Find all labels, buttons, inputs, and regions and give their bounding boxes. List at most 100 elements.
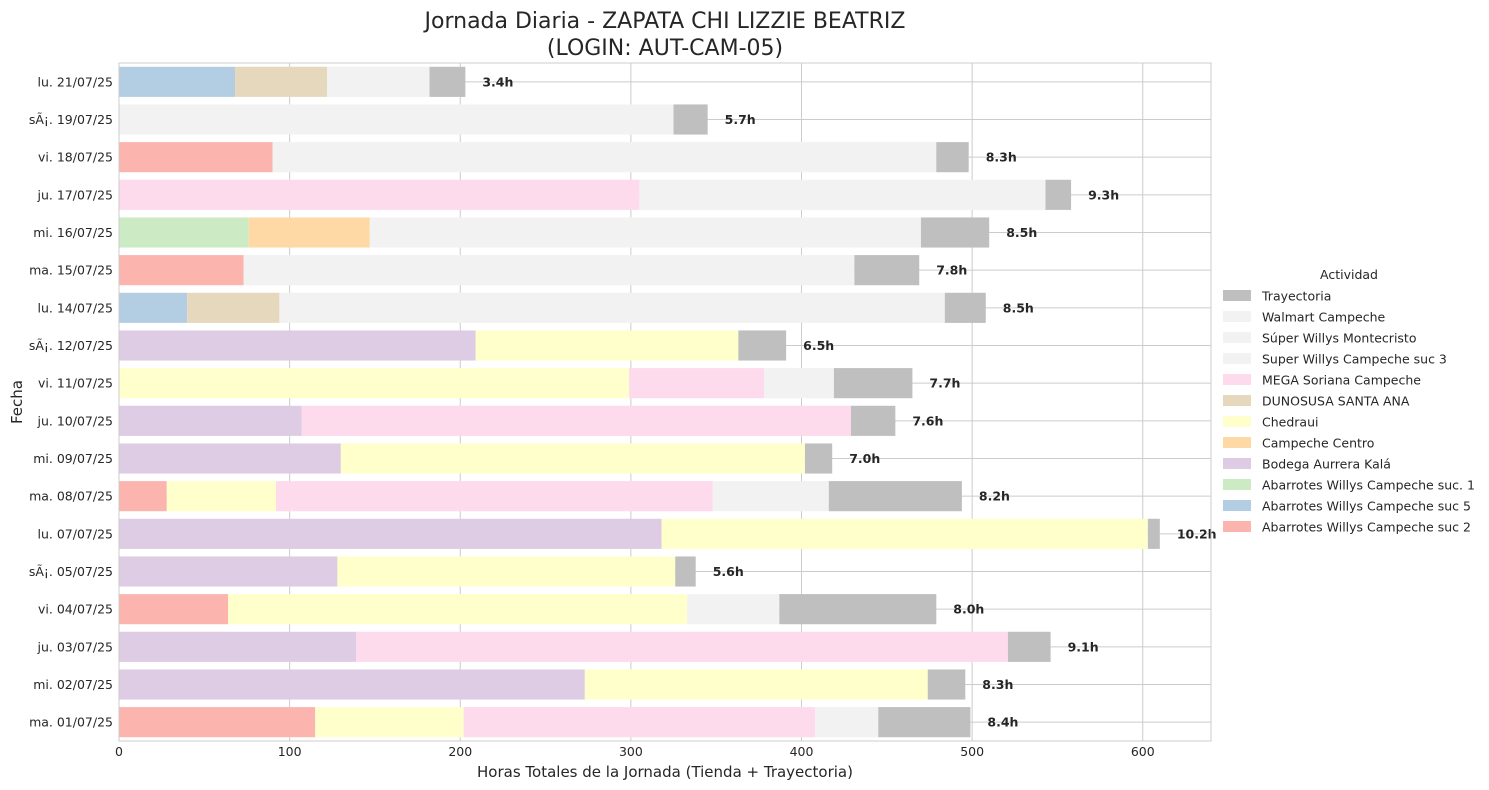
bar-segment	[119, 142, 273, 173]
total-label: 8.2h	[979, 489, 1010, 504]
total-label: 8.3h	[982, 677, 1013, 692]
legend-label: Bodega Aurrera Kalá	[1262, 457, 1391, 472]
total-label: 5.6h	[713, 564, 744, 579]
legend-label: MEGA Soriana Campeche	[1262, 373, 1421, 388]
x-axis-title: Horas Totales de la Jornada (Tienda + Tr…	[477, 763, 853, 781]
bar-segment	[878, 707, 971, 738]
total-label: 3.4h	[482, 74, 513, 89]
legend-label: DUNOSUSA SANTA ANA	[1262, 394, 1410, 409]
bar-segment	[187, 292, 280, 323]
legend-label: Abarrotes Willys Campeche suc 5	[1262, 499, 1471, 514]
x-tick-label: 100	[278, 744, 302, 759]
bar-segment	[315, 707, 464, 738]
y-tick-label: lu. 07/07/25	[38, 526, 113, 541]
total-label: 7.7h	[929, 376, 960, 391]
bar-segment	[327, 66, 430, 97]
legend-swatch	[1223, 395, 1251, 406]
total-label: 8.5h	[1003, 300, 1034, 315]
bar-segment	[119, 631, 357, 662]
chart-title: Jornada Diaria - ZAPATA CHI LIZZIE BEATR…	[423, 9, 906, 34]
y-tick-label: ju. 03/07/25	[37, 639, 113, 654]
x-tick-labels: 0 100 200 300 400 500 600	[115, 744, 1155, 759]
legend-swatch	[1223, 311, 1251, 322]
bar-segment	[920, 217, 990, 248]
total-label: 5.7h	[725, 112, 756, 127]
legend-swatch	[1223, 437, 1251, 448]
bar-segment	[272, 142, 937, 173]
legend-label: Abarrotes Willys Campeche suc 2	[1262, 520, 1471, 535]
legend-swatch	[1223, 332, 1251, 343]
bar-segment	[119, 66, 236, 97]
bar-segment	[119, 481, 167, 512]
bar-segment	[119, 292, 188, 323]
bar-segment	[119, 104, 674, 135]
bar-segment	[475, 330, 739, 361]
x-tick-label: 600	[1131, 744, 1155, 759]
legend-label: Super Willys Campeche suc 3	[1262, 352, 1447, 367]
y-tick-label: vi. 04/07/25	[38, 602, 113, 617]
bar-segment	[119, 669, 585, 700]
chart-subtitle: (LOGIN: AUT-CAM-05)	[547, 36, 783, 61]
bar-segment	[675, 556, 696, 587]
bar-segment	[243, 255, 855, 286]
y-tick-label: ma. 08/07/25	[29, 489, 113, 504]
bar-segment	[804, 443, 833, 474]
total-label: 7.0h	[849, 451, 880, 466]
bar-segment	[119, 330, 476, 361]
bar-segment	[119, 594, 229, 625]
bar-segment	[927, 669, 966, 700]
bar-segment	[119, 255, 244, 286]
bar-segment	[815, 707, 879, 738]
legend-swatch	[1223, 500, 1251, 511]
total-label: 9.1h	[1068, 639, 1099, 654]
y-tick-label: lu. 21/07/25	[38, 74, 113, 89]
total-label: 6.5h	[803, 338, 834, 353]
bar-segment	[1045, 179, 1072, 210]
bar-segment	[584, 669, 928, 700]
legend-swatch	[1223, 353, 1251, 364]
y-tick-label: sÃ¡. 05/07/25	[29, 564, 113, 579]
bar-segment	[337, 556, 676, 587]
bar-segment	[828, 481, 962, 512]
plot-frame	[118, 62, 1212, 742]
bar-segment	[235, 66, 328, 97]
bar-segment	[687, 594, 780, 625]
y-tick-label: ma. 15/07/25	[29, 263, 113, 278]
bar-segment	[166, 481, 276, 512]
bar-segment	[629, 368, 764, 399]
total-label: 7.6h	[912, 413, 943, 428]
bar-segment	[673, 104, 708, 135]
bar-segment	[779, 594, 937, 625]
bar-segment	[833, 368, 913, 399]
legend-label: Chedraui	[1262, 415, 1318, 430]
x-tick-label: 300	[619, 744, 643, 759]
bar-segment	[1007, 631, 1051, 662]
bar-segment	[738, 330, 787, 361]
total-label: 10.2h	[1177, 526, 1217, 541]
legend-swatch	[1223, 521, 1251, 532]
legend-swatch	[1223, 479, 1251, 490]
y-tick-label: ju. 10/07/25	[37, 413, 113, 428]
bar-segment	[850, 405, 896, 436]
legend-swatch	[1223, 458, 1251, 469]
bar-segment	[854, 255, 920, 286]
y-tick-label: sÃ¡. 12/07/25	[29, 338, 113, 353]
legend-label: Walmart Campeche	[1262, 310, 1386, 325]
legend-swatch	[1223, 374, 1251, 385]
bar-segment	[936, 142, 969, 173]
total-label: 8.5h	[1006, 225, 1037, 240]
bars	[119, 66, 1160, 738]
bar-segment	[275, 481, 713, 512]
legend-title: Actividad	[1320, 267, 1378, 282]
legend-label: Trayectoria	[1261, 289, 1331, 304]
bar-segment	[356, 631, 1008, 662]
bar-segment	[279, 292, 945, 323]
y-tick-label: sÃ¡. 19/07/25	[29, 112, 113, 127]
y-axis-title: Fecha	[8, 380, 26, 424]
x-tick-label: 200	[448, 744, 472, 759]
bar-segment	[944, 292, 986, 323]
y-tick-label: ma. 01/07/25	[29, 715, 113, 730]
bar-segment	[119, 368, 630, 399]
x-tick-label: 400	[790, 744, 814, 759]
